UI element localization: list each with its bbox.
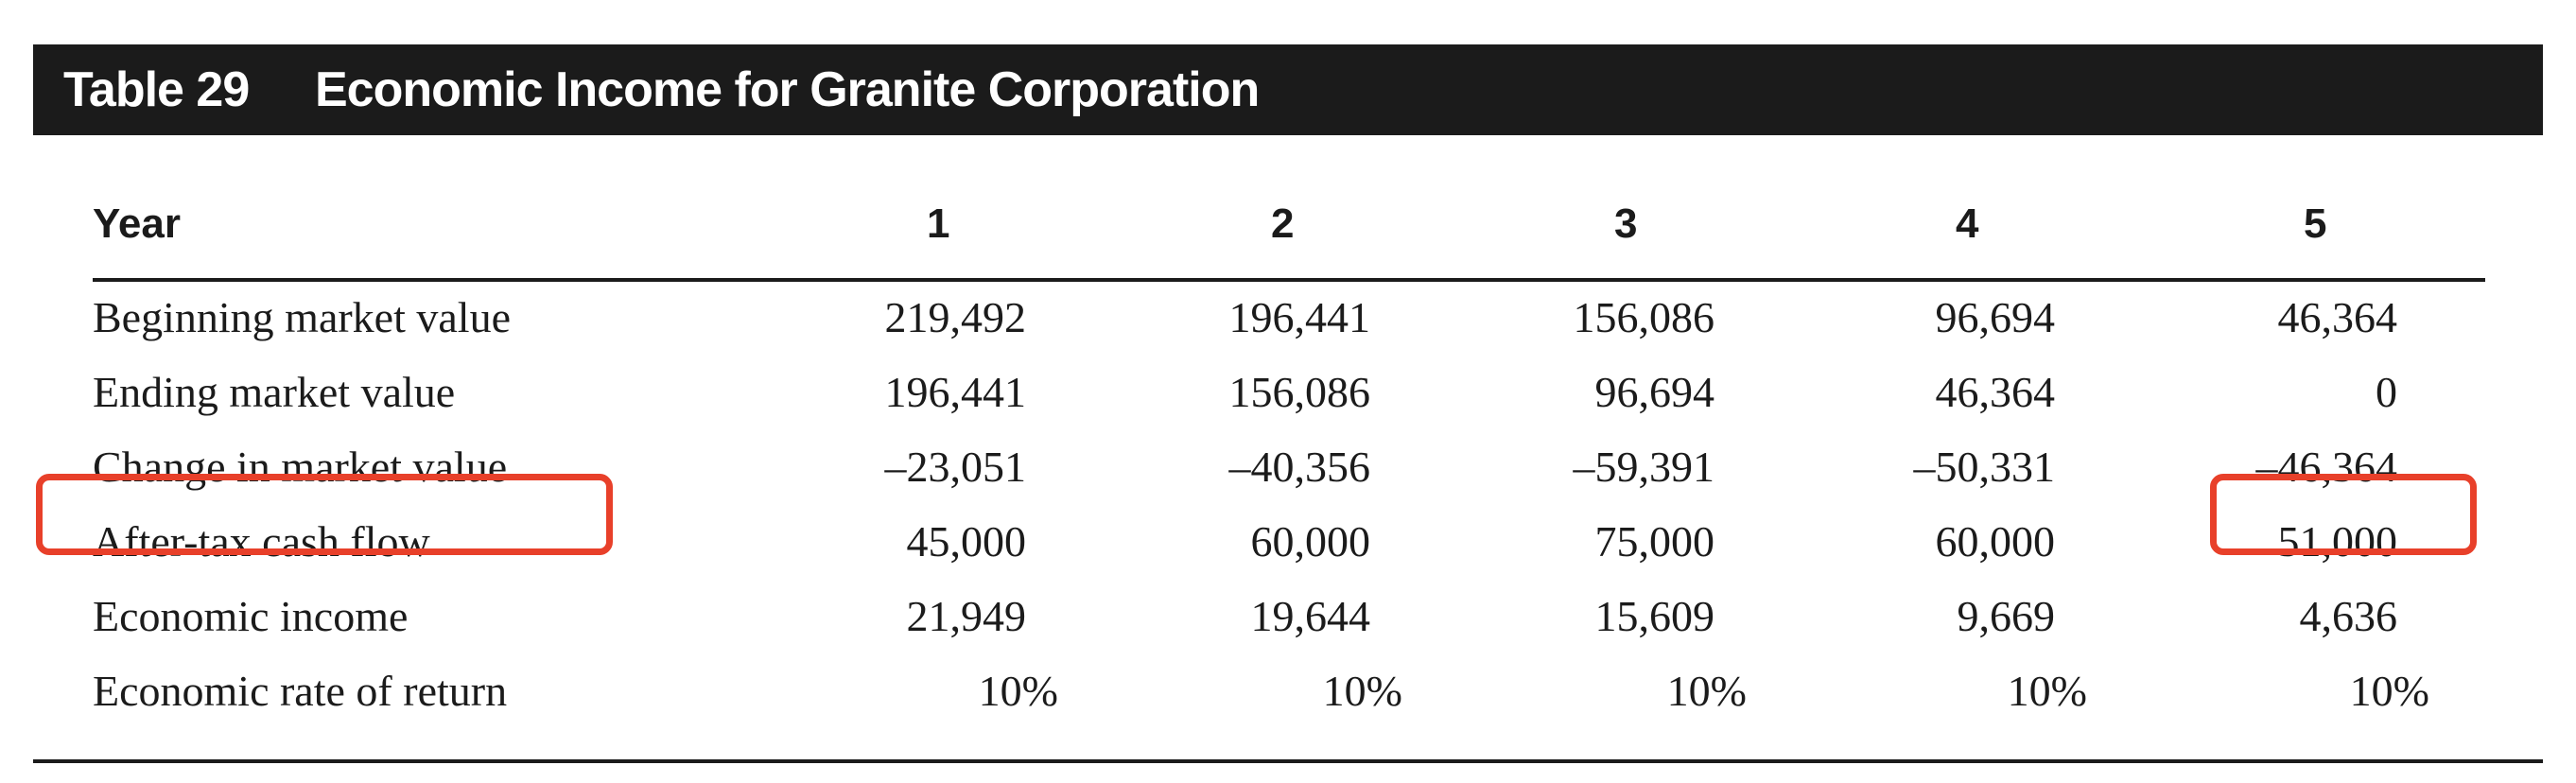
economic-income-table: Table 29 Economic Income for Granite Cor…: [33, 44, 2543, 763]
table-cell: 60,000: [1250, 517, 1371, 566]
year-5-header: 5: [2304, 200, 2327, 247]
table-cell: 10%: [1322, 667, 1402, 715]
row-label-economic-income: Economic income: [93, 592, 409, 640]
table-cell: 19,644: [1250, 592, 1371, 640]
table-cell: 10%: [2007, 667, 2087, 715]
table-cell: 219,492: [884, 293, 1027, 341]
table-cell: 51,000: [2277, 517, 2398, 566]
year-2-header: 2: [1271, 200, 1295, 247]
table-cell: 21,949: [906, 592, 1027, 640]
table-cell: 196,441: [884, 368, 1027, 416]
table-cell: 156,086: [1573, 293, 1715, 341]
table-cell: 9,669: [1957, 592, 2056, 640]
table-cell: 15,609: [1594, 592, 1715, 640]
table-cell: 196,441: [1228, 293, 1371, 341]
table-cell: 156,086: [1228, 368, 1371, 416]
table-cell: 60,000: [1935, 517, 2056, 566]
table-cell: –59,391: [1573, 443, 1715, 491]
header-divider: [93, 278, 2485, 282]
row-label-economic-rate-of-return: Economic rate of return: [93, 667, 508, 715]
row-label-beginning-market-value: Beginning market value: [93, 293, 511, 341]
year-4-header: 4: [1956, 200, 1979, 247]
table-cell: 96,694: [1935, 293, 2056, 341]
table-cell: –50,331: [1913, 443, 2056, 491]
table-bottom-rule: [33, 759, 2543, 763]
year-3-header: 3: [1614, 200, 1638, 247]
year-1-header: 1: [927, 200, 950, 247]
row-label-after-tax-cash-flow: After-tax cash flow: [93, 517, 430, 566]
table-cell: 0: [2376, 368, 2397, 416]
table-title: Economic Income for Granite Corporation: [315, 62, 1260, 117]
table-header-row: Year 1 2 3 4 5: [33, 135, 2543, 247]
table-cell: 10%: [1666, 667, 1747, 715]
table-title-bar: Table 29 Economic Income for Granite Cor…: [33, 44, 2543, 135]
table-cell: 46,364: [2277, 293, 2398, 341]
table-cell: –40,356: [1228, 443, 1371, 491]
table-cell: 46,364: [1935, 368, 2056, 416]
table-cell: 10%: [2349, 667, 2429, 715]
table-cell: 4,636: [2299, 592, 2398, 640]
table-body: Beginning market value 219,492 196,441 1…: [33, 44, 2543, 763]
table-cell: 45,000: [906, 517, 1027, 566]
row-label-ending-market-value: Ending market value: [93, 368, 456, 416]
table-cell: 75,000: [1594, 517, 1715, 566]
table-cell: 10%: [978, 667, 1058, 715]
year-header: Year: [93, 200, 181, 247]
highlight-box-after-tax-label: [36, 474, 613, 555]
table-cell: –46,364: [2255, 443, 2398, 491]
table-cell: 96,694: [1594, 368, 1715, 416]
row-label-change-in-market-value: Change in market value: [93, 443, 508, 491]
highlight-box-after-tax-year5: [2210, 474, 2477, 555]
table-cell: –23,051: [884, 443, 1027, 491]
table-number-label: Table 29: [63, 62, 250, 117]
